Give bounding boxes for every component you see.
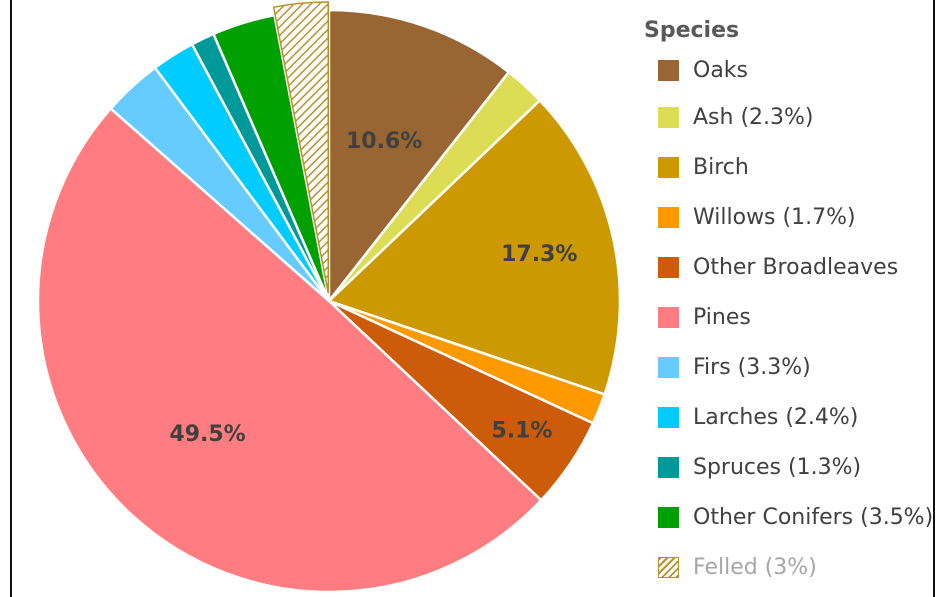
data-label-other-broadleaves: 5.1% — [491, 419, 552, 444]
legend-swatch-other-broadleaves — [658, 256, 679, 278]
legend-item-ash: Ash (2.3%) — [644, 92, 937, 142]
legend-item-birch: Birch — [644, 142, 937, 192]
pie-slice-other-conifers — [211, 13, 331, 302]
legend-swatch-larches — [658, 407, 679, 429]
legend-item-firs: Firs (3.3%) — [644, 342, 937, 392]
chart-frame — [10, 0, 935, 597]
legend-label-firs: Firs (3.3%) — [693, 355, 811, 381]
legend-item-willows: Willows (1.7%) — [644, 192, 937, 242]
legend: Species Oaks Ash (2.3%) Birch Willows (1.7%… — [644, 14, 937, 593]
legend-item-oaks: Oaks — [644, 48, 937, 92]
pie-slice-felled — [272, 1, 329, 294]
legend-swatch-oaks — [658, 59, 679, 81]
legend-label-felled: Felled (3%) — [693, 555, 817, 581]
legend-swatch-pines — [658, 306, 679, 328]
pie-slice-oaks — [327, 8, 511, 305]
legend-label-ash: Ash (2.3%) — [693, 104, 814, 130]
legend-swatch-ash — [658, 106, 679, 128]
legend-swatch-felled — [658, 557, 679, 579]
legend-label-willows: Willows (1.7%) — [693, 204, 856, 230]
legend-title: Species — [644, 18, 740, 43]
legend-item-other-broadleaves: Other Broadleaves — [644, 242, 937, 292]
data-label-birch: 17.3% — [501, 242, 577, 267]
legend-swatch-birch — [658, 156, 679, 178]
pie-slice-birch — [326, 98, 622, 396]
legend-label-pines: Pines — [693, 304, 751, 330]
legend-label-spruces: Spruces (1.3%) — [693, 455, 862, 481]
legend-item-pines: Pines — [644, 292, 937, 342]
legend-item-spruces: Spruces (1.3%) — [644, 443, 937, 493]
legend-label-other-conifers: Other Conifers (3.5%) — [693, 505, 934, 531]
legend-label-oaks: Oaks — [693, 57, 748, 83]
legend-label-other-broadleaves: Other Broadleaves — [693, 254, 899, 280]
legend-swatch-willows — [658, 206, 679, 228]
legend-item-felled: Felled (3%) — [644, 543, 937, 593]
legend-label-birch: Birch — [693, 154, 749, 180]
legend-swatch-spruces — [658, 457, 679, 479]
data-label-pines: 49.5% — [169, 422, 245, 447]
legend-item-other-conifers: Other Conifers (3.5%) — [644, 493, 937, 543]
legend-item-larches: Larches (2.4%) — [644, 393, 937, 443]
legend-swatch-other-conifers — [658, 507, 679, 529]
pie-slice-pines — [36, 106, 543, 594]
legend-label-larches: Larches (2.4%) — [693, 405, 859, 431]
legend-swatch-firs — [658, 357, 679, 379]
data-label-oaks: 10.6% — [346, 129, 422, 154]
